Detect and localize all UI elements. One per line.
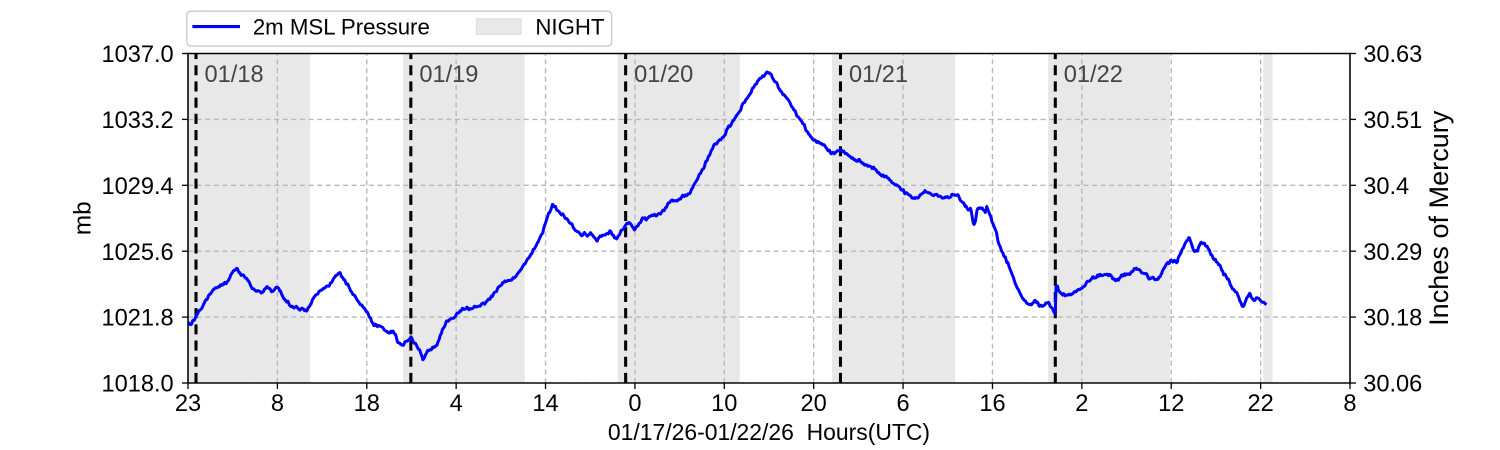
svg-text:6: 6: [897, 391, 910, 417]
svg-text:1029.4: 1029.4: [101, 174, 173, 200]
svg-text:18: 18: [354, 391, 380, 417]
svg-text:NIGHT: NIGHT: [535, 14, 605, 39]
svg-text:0: 0: [628, 391, 641, 417]
svg-text:Inches of Mercury: Inches of Mercury: [1423, 110, 1454, 326]
svg-text:20: 20: [801, 391, 827, 417]
svg-text:23: 23: [175, 391, 201, 417]
svg-text:14: 14: [532, 391, 558, 417]
svg-text:1025.6: 1025.6: [101, 240, 173, 266]
svg-text:01/20: 01/20: [634, 62, 693, 88]
svg-text:30.29: 30.29: [1363, 240, 1422, 266]
svg-text:16: 16: [979, 391, 1005, 417]
svg-text:8: 8: [271, 391, 284, 417]
svg-text:1037.0: 1037.0: [101, 42, 173, 68]
svg-text:2: 2: [1075, 391, 1088, 417]
svg-text:01/17/26-01/22/26 Hours(UTC): 01/17/26-01/22/26 Hours(UTC): [608, 419, 930, 445]
svg-text:30.51: 30.51: [1363, 108, 1422, 134]
svg-text:2m MSL Pressure: 2m MSL Pressure: [253, 14, 430, 39]
svg-text:01/18: 01/18: [205, 62, 264, 88]
svg-text:01/21: 01/21: [849, 62, 908, 88]
svg-text:4: 4: [450, 391, 463, 417]
svg-text:30.63: 30.63: [1363, 42, 1422, 68]
svg-text:1021.8: 1021.8: [101, 306, 173, 332]
svg-text:1033.2: 1033.2: [101, 108, 173, 134]
svg-text:22: 22: [1247, 391, 1273, 417]
svg-text:30.4: 30.4: [1363, 174, 1409, 200]
svg-text:10: 10: [711, 391, 737, 417]
svg-text:30.06: 30.06: [1363, 372, 1422, 398]
svg-text:1018.0: 1018.0: [101, 372, 173, 398]
svg-text:30.18: 30.18: [1363, 306, 1422, 332]
svg-text:8: 8: [1343, 391, 1356, 417]
svg-text:12: 12: [1158, 391, 1184, 417]
svg-text:01/22: 01/22: [1064, 62, 1123, 88]
svg-text:01/19: 01/19: [419, 62, 478, 88]
svg-text:mb: mb: [69, 201, 96, 235]
